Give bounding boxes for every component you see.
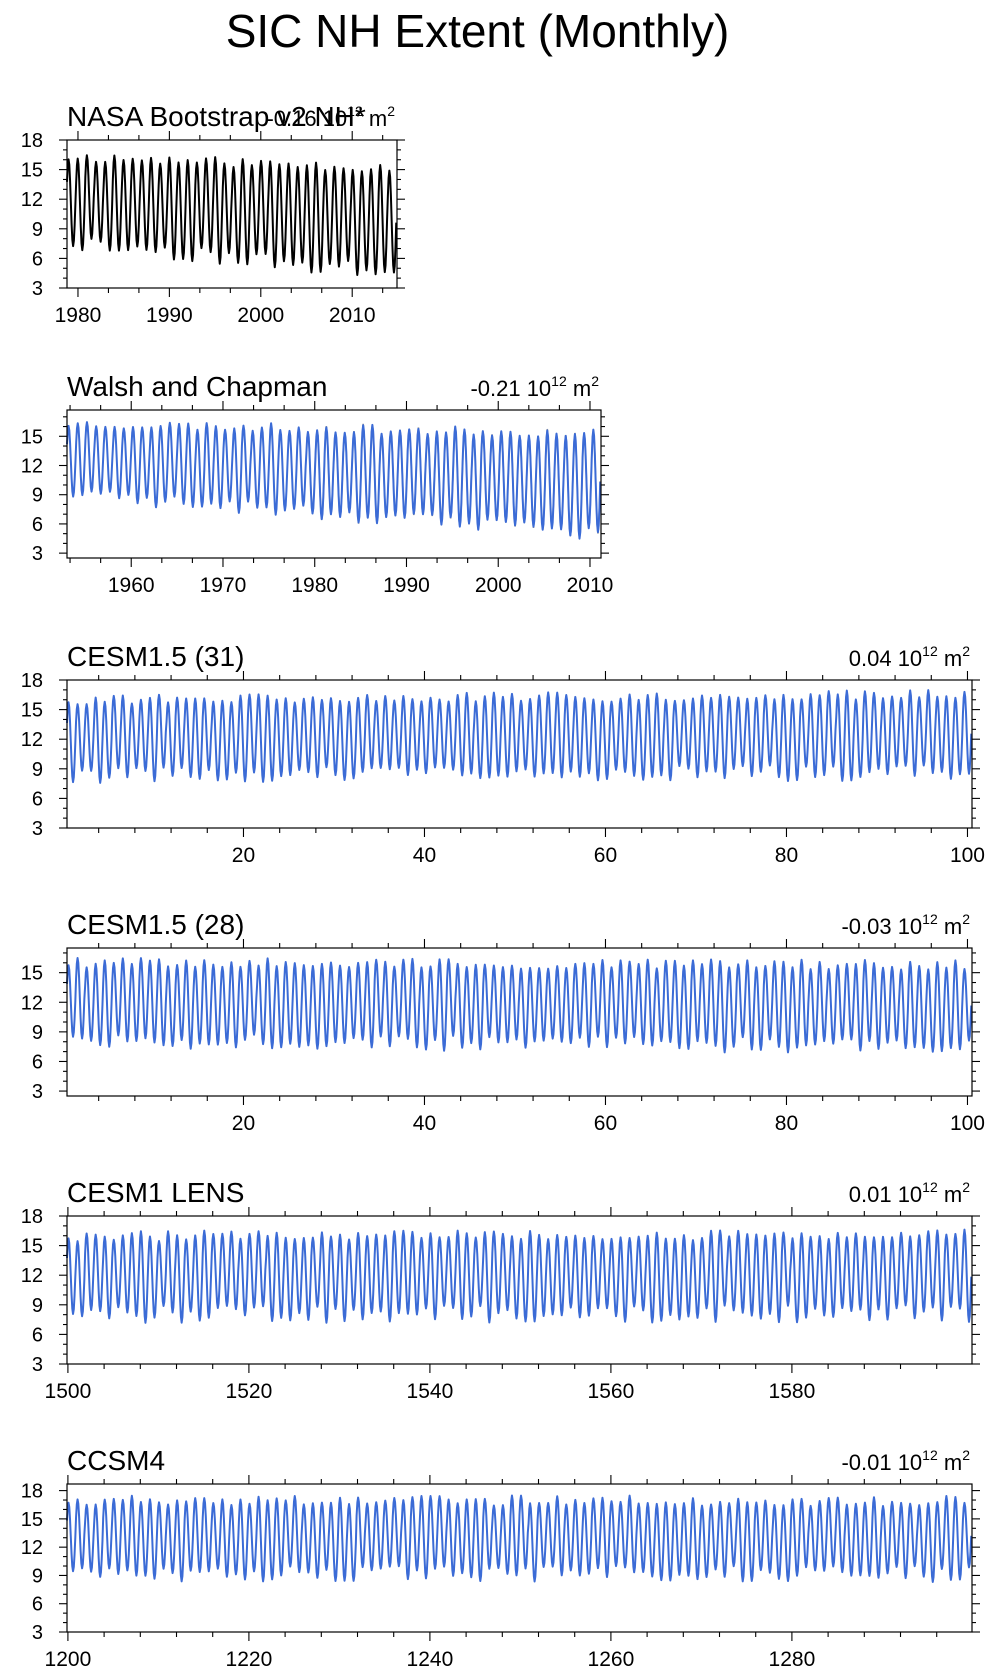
y-tick-label: 18	[21, 670, 43, 692]
y-tick-label: 15	[21, 426, 43, 448]
x-tick-label: 60	[594, 844, 617, 867]
y-tick-label: 18	[21, 1481, 43, 1503]
x-tick-label: 1280	[769, 1648, 816, 1671]
y-tick-label: 6	[32, 1324, 43, 1346]
y-tick-label: 15	[21, 963, 43, 985]
y-tick-label: 6	[32, 1051, 43, 1073]
x-tick-label: 1240	[407, 1648, 454, 1671]
panel-title: CESM1 LENS	[67, 1177, 244, 1208]
y-tick-label: 6	[32, 514, 43, 536]
y-tick-label: 12	[21, 456, 43, 478]
y-tick-label: 9	[32, 1565, 43, 1587]
x-tick-label: 1960	[108, 574, 155, 597]
chart-panel-2: Walsh and Chapman -0.21 1012 m2 3 6 9 12 15 196…	[21, 371, 614, 597]
series-line	[66, 1228, 973, 1324]
x-tick-label: 1980	[291, 574, 338, 597]
x-tick-label: 40	[413, 1112, 436, 1135]
x-tick-label: 100	[950, 844, 985, 867]
y-tick-label: 18	[21, 1206, 43, 1228]
y-tick-label: 9	[32, 1022, 43, 1044]
x-tick-label: 2010	[329, 304, 376, 327]
panel-title: CESM1.5 (31)	[67, 641, 244, 672]
panel-title: CCSM4	[67, 1445, 165, 1476]
y-tick-label: 12	[21, 729, 43, 751]
plot-frame	[66, 139, 398, 289]
series-line	[66, 689, 973, 784]
x-tick-label: 1200	[45, 1648, 92, 1671]
y-tick-label: 12	[21, 1537, 43, 1559]
y-tick-label: 12	[21, 189, 43, 211]
y-tick-label: 3	[32, 278, 43, 300]
trend-label: -0.16 1012 m2	[266, 103, 395, 131]
x-tick-label: 60	[594, 1112, 617, 1135]
x-tick-label: 20	[232, 844, 255, 867]
x-tick-label: 20	[232, 1112, 255, 1135]
y-tick-label: 15	[21, 160, 43, 182]
x-tick-label: 2000	[237, 304, 284, 327]
panel-title: NASA Bootstrap v2 NH*	[67, 101, 366, 132]
plot-frame	[66, 1215, 973, 1365]
y-tick-label: 9	[32, 219, 43, 241]
x-tick-label: 1580	[769, 1380, 816, 1403]
x-tick-label: 1980	[55, 304, 102, 327]
y-tick-label: 3	[32, 818, 43, 840]
y-tick-label: 3	[32, 543, 43, 565]
trend-label: 0.04 1012 m2	[849, 643, 970, 671]
y-tick-label: 12	[21, 992, 43, 1014]
y-tick-label: 15	[21, 1509, 43, 1531]
main-title: SIC NH Extent (Monthly)	[225, 5, 730, 57]
plot-frame	[66, 409, 602, 559]
panel-title: Walsh and Chapman	[67, 371, 327, 402]
y-tick-label: 3	[32, 1081, 43, 1103]
x-tick-label: 1990	[146, 304, 193, 327]
y-tick-label: 9	[32, 1295, 43, 1317]
x-tick-label: 2000	[475, 574, 522, 597]
trend-label: -0.03 1012 m2	[841, 911, 970, 939]
x-tick-label: 1500	[45, 1380, 92, 1403]
x-tick-label: 1520	[226, 1380, 273, 1403]
y-tick-label: 3	[32, 1622, 43, 1644]
y-tick-label: 9	[32, 485, 43, 507]
y-tick-label: 15	[21, 700, 43, 722]
x-tick-label: 1260	[588, 1648, 635, 1671]
y-tick-label: 6	[32, 1594, 43, 1616]
y-tick-label: 18	[21, 130, 43, 152]
x-tick-label: 1540	[407, 1380, 454, 1403]
x-tick-label: 1970	[200, 574, 247, 597]
series-line	[66, 421, 602, 540]
x-tick-label: 80	[775, 844, 798, 867]
plot-frame	[66, 1483, 973, 1633]
series-line	[66, 956, 973, 1054]
chart-panel-5: CESM1 LENS 0.01 1012 m2 3 6 9 12 15 18 1500 1520 1…	[21, 1177, 980, 1403]
x-tick-label: 2010	[567, 574, 614, 597]
trend-label: -0.01 1012 m2	[841, 1447, 970, 1475]
x-tick-label: 40	[413, 844, 436, 867]
x-tick-label: 80	[775, 1112, 798, 1135]
y-tick-label: 9	[32, 759, 43, 781]
x-tick-label: 1220	[226, 1648, 273, 1671]
y-tick-label: 3	[32, 1354, 43, 1376]
x-tick-label: 100	[950, 1112, 985, 1135]
y-tick-label: 12	[21, 1265, 43, 1287]
chart-panel-4: CESM1.5 (28) -0.03 1012 m2 3 6 9 12 15 20 40 60 80…	[21, 909, 985, 1135]
trend-label: 0.01 1012 m2	[849, 1179, 970, 1207]
y-tick-label: 6	[32, 788, 43, 810]
y-tick-label: 15	[21, 1236, 43, 1258]
chart-panel-6: CCSM4 -0.01 1012 m2 3 6 9 12 15 18 1200 1220 1240 1…	[21, 1445, 980, 1671]
y-tick-label: 6	[32, 248, 43, 270]
x-tick-label: 1560	[588, 1380, 635, 1403]
panel-title: CESM1.5 (28)	[67, 909, 244, 940]
trend-label: -0.21 1012 m2	[470, 373, 599, 401]
plot-frame	[66, 679, 973, 829]
chart-panel-1: NASA Bootstrap v2 NH*-0.16 1012 m2 3 6 9 12 1…	[21, 101, 405, 327]
chart-panel-3: CESM1.5 (31) 0.04 1012 m2 3 6 9 12 15 18 20 40 60 8…	[21, 641, 985, 867]
series-line	[66, 1494, 973, 1583]
x-tick-label: 1990	[383, 574, 430, 597]
series-line	[66, 154, 398, 276]
